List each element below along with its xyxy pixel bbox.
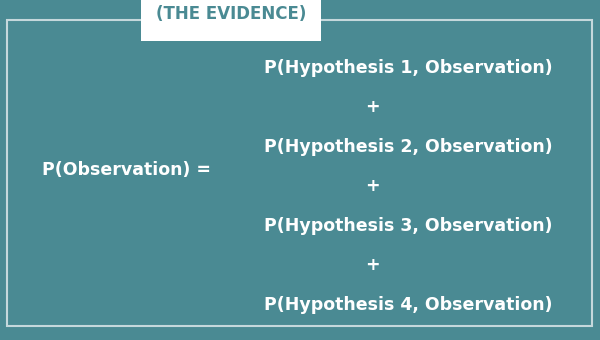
FancyBboxPatch shape: [141, 0, 321, 41]
Text: (THE EVIDENCE): (THE EVIDENCE): [156, 5, 306, 22]
Text: +: +: [365, 256, 379, 274]
Text: P(Observation) =: P(Observation) =: [41, 161, 211, 179]
FancyBboxPatch shape: [7, 20, 592, 326]
Text: P(Hypothesis 4, Observation): P(Hypothesis 4, Observation): [264, 296, 552, 313]
Text: +: +: [365, 99, 379, 116]
Text: P(Hypothesis 2, Observation): P(Hypothesis 2, Observation): [263, 138, 553, 156]
Text: P(Hypothesis 1, Observation): P(Hypothesis 1, Observation): [263, 59, 553, 77]
Text: +: +: [365, 177, 379, 195]
Text: P(Hypothesis 3, Observation): P(Hypothesis 3, Observation): [264, 217, 552, 235]
